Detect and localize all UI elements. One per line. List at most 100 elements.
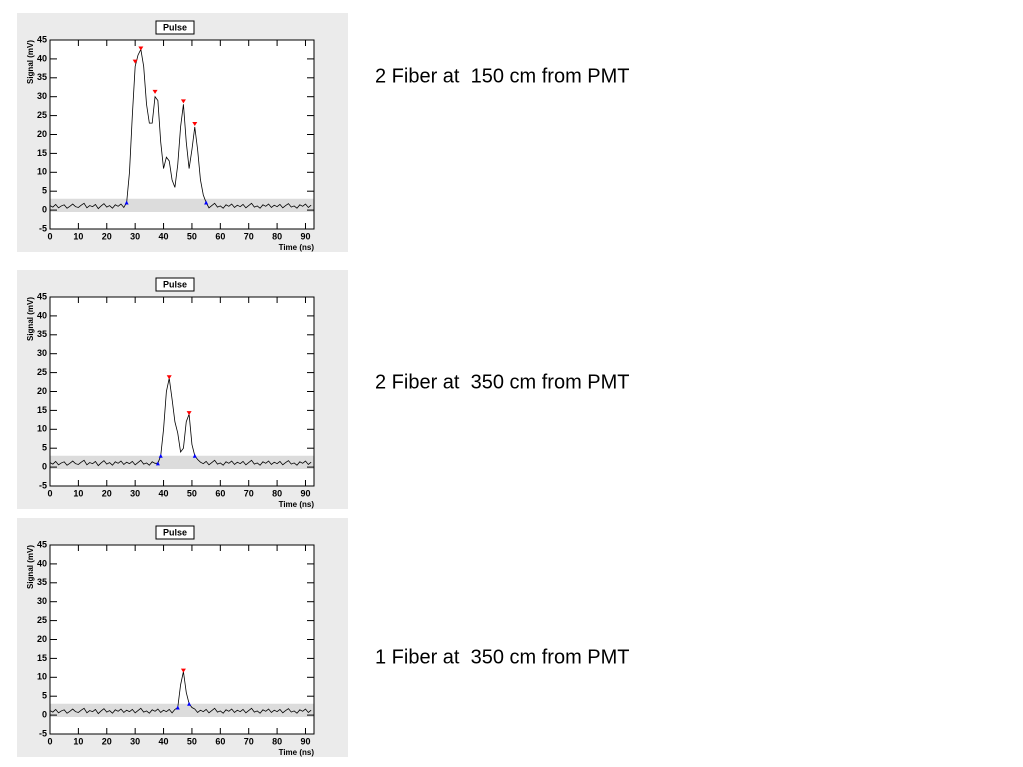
waveform: [49, 378, 312, 467]
peak-marker: [180, 99, 186, 104]
caption: 2 Fiber at 350 cm from PMT: [375, 371, 630, 393]
x-tick-label: 30: [130, 231, 140, 241]
y-tick-label: 10: [37, 167, 47, 177]
x-axis-label: Time (ns): [279, 500, 315, 509]
x-tick-label: 50: [187, 231, 197, 241]
peak-marker: [180, 668, 186, 673]
x-tick-label: 90: [300, 231, 310, 241]
y-tick-label: 25: [37, 367, 47, 377]
x-tick-label: 10: [73, 488, 83, 498]
y-tick-label: 30: [37, 91, 47, 101]
peak-marker: [192, 122, 198, 127]
y-tick-label: -5: [39, 223, 47, 233]
y-tick-label: 20: [37, 129, 47, 139]
edge-marker: [124, 200, 129, 205]
x-tick-label: 0: [47, 231, 52, 241]
x-tick-label: 60: [215, 488, 225, 498]
edge-marker: [187, 701, 192, 706]
edge-marker: [158, 453, 163, 458]
x-tick-label: 40: [159, 488, 169, 498]
x-tick-label: 0: [47, 736, 52, 746]
plot-area: [49, 544, 315, 735]
y-tick-label: 20: [37, 634, 47, 644]
x-tick-label: 70: [244, 488, 254, 498]
y-tick-label: 35: [37, 72, 47, 82]
x-tick-label: 30: [130, 488, 140, 498]
x-axis-label: Time (ns): [279, 748, 315, 757]
peak-marker: [166, 375, 172, 380]
x-axis-label: Time (ns): [279, 243, 315, 252]
y-tick-label: 40: [37, 558, 47, 568]
x-tick-label: 50: [187, 736, 197, 746]
pulse-chart: 0 10 20 30 40 50 60 70 80 90-5051015202530354045T…: [17, 270, 348, 509]
x-tick-label: 50: [187, 488, 197, 498]
y-tick-label: 20: [37, 386, 47, 396]
plot-area: [49, 39, 315, 230]
y-tick-label: 45: [37, 34, 47, 44]
caption: 2 Fiber at 150 cm from PMT: [375, 65, 630, 87]
y-axis-label: Signal (mV): [26, 545, 35, 589]
caption: 1 Fiber at 350 cm from PMT: [375, 646, 630, 668]
x-tick-label: 80: [272, 736, 282, 746]
peak-marker: [138, 46, 144, 51]
y-tick-label: 5: [42, 186, 47, 196]
edge-marker: [204, 200, 209, 205]
y-tick-label: 40: [37, 53, 47, 63]
y-tick-label: 45: [37, 539, 47, 549]
x-tick-label: 20: [102, 231, 112, 241]
y-tick-label: 30: [37, 348, 47, 358]
x-tick-label: 90: [300, 488, 310, 498]
edge-marker: [192, 453, 197, 458]
x-tick-label: 20: [102, 736, 112, 746]
y-tick-label: -5: [39, 728, 47, 738]
y-tick-label: 5: [42, 443, 47, 453]
x-tick-label: 70: [244, 231, 254, 241]
y-tick-label: 10: [37, 672, 47, 682]
y-tick-label: 0: [42, 709, 47, 719]
baseline-band: [50, 703, 314, 717]
pulse-chart: 0 10 20 30 40 50 60 70 80 90-5051015202530354045T…: [17, 13, 348, 252]
chart-title: Pulse: [163, 527, 187, 537]
x-tick-label: 30: [130, 736, 140, 746]
pulse-chart: 0 10 20 30 40 50 60 70 80 90-5051015202530354045T…: [17, 518, 348, 757]
edge-marker: [175, 705, 180, 710]
y-tick-label: 25: [37, 110, 47, 120]
y-tick-label: 35: [37, 577, 47, 587]
y-tick-label: 5: [42, 691, 47, 701]
edge-marker: [155, 461, 160, 466]
peak-marker: [186, 411, 192, 416]
y-tick-label: 45: [37, 291, 47, 301]
x-tick-label: 20: [102, 488, 112, 498]
title-box: [155, 20, 195, 35]
x-tick-label: 10: [73, 736, 83, 746]
x-tick-label: 10: [73, 231, 83, 241]
y-tick-label: 15: [37, 148, 47, 158]
y-tick-label: 0: [42, 461, 47, 471]
y-tick-label: 25: [37, 615, 47, 625]
x-tick-label: 60: [215, 231, 225, 241]
waveform: [49, 48, 312, 210]
baseline-band: [50, 198, 314, 212]
x-tick-label: 0: [47, 488, 52, 498]
x-tick-label: 40: [159, 231, 169, 241]
waveform: [49, 671, 312, 715]
title-box: [155, 277, 195, 292]
peak-marker: [152, 89, 158, 94]
y-tick-label: 15: [37, 405, 47, 415]
chart-title: Pulse: [163, 279, 187, 289]
y-tick-label: -5: [39, 480, 47, 490]
y-axis-label: Signal (mV): [26, 40, 35, 84]
x-tick-label: 90: [300, 736, 310, 746]
y-tick-label: 15: [37, 653, 47, 663]
y-tick-label: 35: [37, 329, 47, 339]
y-tick-label: 10: [37, 424, 47, 434]
x-tick-label: 80: [272, 488, 282, 498]
title-box: [155, 525, 195, 540]
x-tick-label: 40: [159, 736, 169, 746]
peak-marker: [132, 59, 138, 64]
x-tick-label: 80: [272, 231, 282, 241]
x-tick-label: 70: [244, 736, 254, 746]
y-axis-label: Signal (mV): [26, 297, 35, 341]
